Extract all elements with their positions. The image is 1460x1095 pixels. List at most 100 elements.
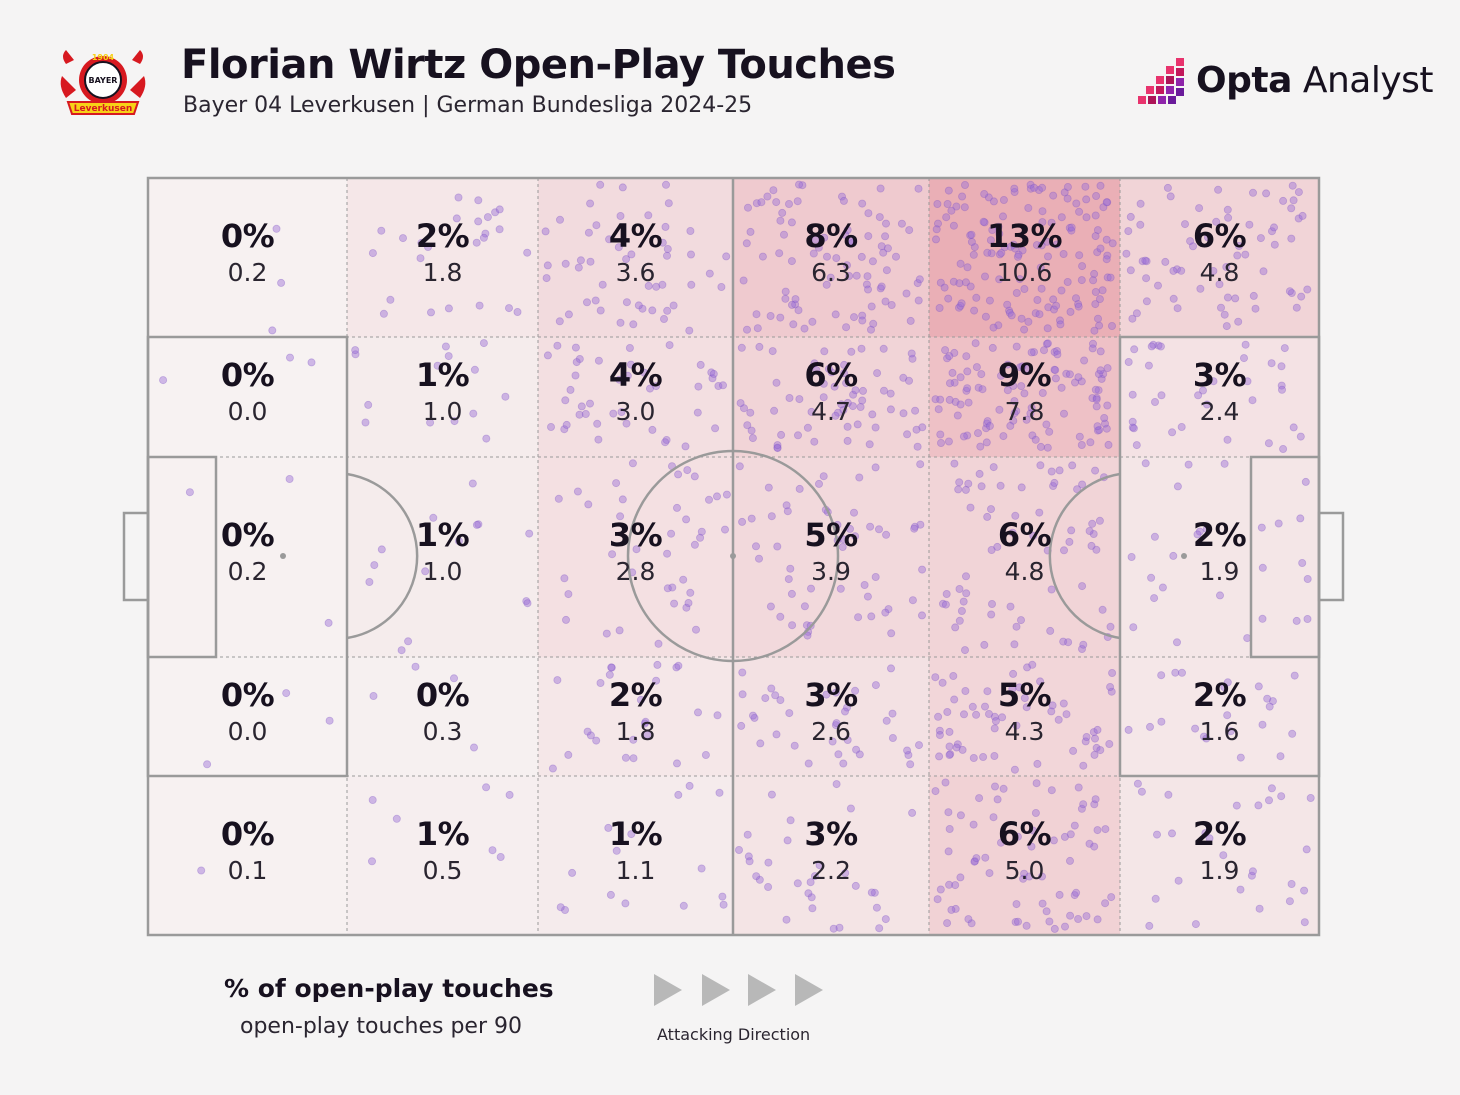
touch-dot [282, 689, 291, 698]
touch-dot [686, 588, 695, 597]
touch-dot [935, 726, 944, 735]
touch-dot [831, 411, 840, 420]
cell-per90-value: 1.8 [422, 257, 463, 287]
cell-pct-value: 13% [986, 216, 1063, 255]
touch-dot [807, 584, 816, 593]
touch-dot [652, 282, 661, 291]
touch-dot [429, 513, 438, 522]
touch-dot [1014, 250, 1023, 259]
touch-dot [972, 854, 981, 863]
touch-dot [834, 750, 843, 759]
cell-pct-value: 3% [1192, 356, 1247, 394]
touch-dot [1277, 381, 1286, 390]
right-penalty-spot [1181, 553, 1187, 559]
touch-dot [807, 407, 816, 416]
touch-dot [989, 463, 998, 472]
touch-dot [950, 695, 959, 704]
touch-dot [768, 347, 777, 356]
touch-dot [843, 398, 852, 407]
touch-dot [1057, 383, 1066, 392]
touch-dot [1096, 746, 1105, 755]
touch-dot [1164, 790, 1173, 799]
touch-dot [1036, 263, 1045, 272]
cell-per90-value: 0.5 [422, 855, 463, 885]
touch-dot [1092, 395, 1101, 404]
touch-dot [863, 272, 872, 281]
touch-dot [1222, 262, 1231, 271]
touch-dot [1288, 729, 1297, 738]
touch-dot [884, 605, 893, 614]
heat-cell [929, 337, 1120, 457]
touch-dot [991, 782, 1000, 791]
touch-dot [1090, 842, 1099, 851]
touch-dot [584, 228, 593, 237]
touch-dot [1102, 235, 1111, 244]
touch-dot [832, 254, 841, 263]
touch-dot [1051, 374, 1060, 383]
touch-dot [1224, 213, 1233, 222]
touch-dot [722, 252, 731, 261]
touch-dot [718, 892, 727, 901]
touch-dot [285, 353, 294, 362]
touch-dot [773, 443, 782, 452]
touch-dot [572, 358, 581, 367]
touch-dot [843, 736, 852, 745]
touch-dot [564, 590, 573, 599]
touch-dot [916, 520, 925, 529]
touch-dot [1044, 303, 1053, 312]
touch-dot [618, 183, 627, 192]
touch-dot [781, 287, 790, 296]
cell-pct-value: 2% [1192, 516, 1247, 554]
touch-dot [823, 252, 832, 261]
touch-dot [810, 359, 819, 368]
touch-dot [1011, 511, 1020, 520]
touch-dot [742, 239, 751, 248]
touch-dot [960, 203, 969, 212]
touch-dot [1178, 668, 1187, 677]
touch-dot [444, 304, 453, 313]
touch-dot [1136, 199, 1145, 208]
touch-dot [612, 846, 621, 855]
touch-dot [1285, 897, 1294, 906]
touch-dot [904, 751, 913, 760]
touch-dot [1055, 466, 1064, 475]
touch-dot [991, 717, 1000, 726]
touch-dot [1057, 286, 1066, 295]
touch-dot [812, 366, 821, 375]
touch-dot [1202, 525, 1211, 534]
touch-dot [824, 364, 833, 373]
touch-dot [865, 440, 874, 449]
touch-dot [1016, 363, 1025, 372]
touch-dot [696, 533, 705, 542]
touch-dot [450, 417, 459, 426]
touch-dot [764, 858, 773, 867]
touch-dot [1036, 442, 1045, 451]
touch-dot [744, 852, 753, 861]
cell-pct-value: 8% [804, 216, 858, 255]
cell-per90-value: 5.0 [1004, 855, 1045, 885]
touch-dot [592, 736, 601, 745]
touch-dot [1107, 893, 1116, 902]
touch-dot [553, 341, 562, 350]
touch-dot [1147, 342, 1156, 351]
heatmap-cell-label: 1% 0.5 [348, 816, 538, 886]
touch-dot [945, 751, 954, 760]
heatmap-cell-label: 3% 2.4 [1125, 357, 1315, 427]
touch-dot [1077, 377, 1086, 386]
cell-pct-value: 0% [220, 216, 275, 255]
touch-dot [1223, 435, 1232, 444]
touch-dot [1177, 422, 1186, 431]
touch-dot [918, 423, 927, 432]
touch-dot [819, 472, 828, 481]
touch-dot [1033, 759, 1042, 768]
touch-dot [737, 343, 746, 352]
touch-dot [1054, 715, 1063, 724]
touch-dot [667, 529, 676, 538]
touch-dot [867, 325, 876, 334]
touch-dot [673, 759, 682, 768]
touch-dot [556, 215, 565, 224]
touch-dot [950, 459, 959, 468]
touch-dot [1106, 683, 1115, 692]
touch-dot [1038, 183, 1047, 192]
touch-dot [793, 879, 802, 888]
